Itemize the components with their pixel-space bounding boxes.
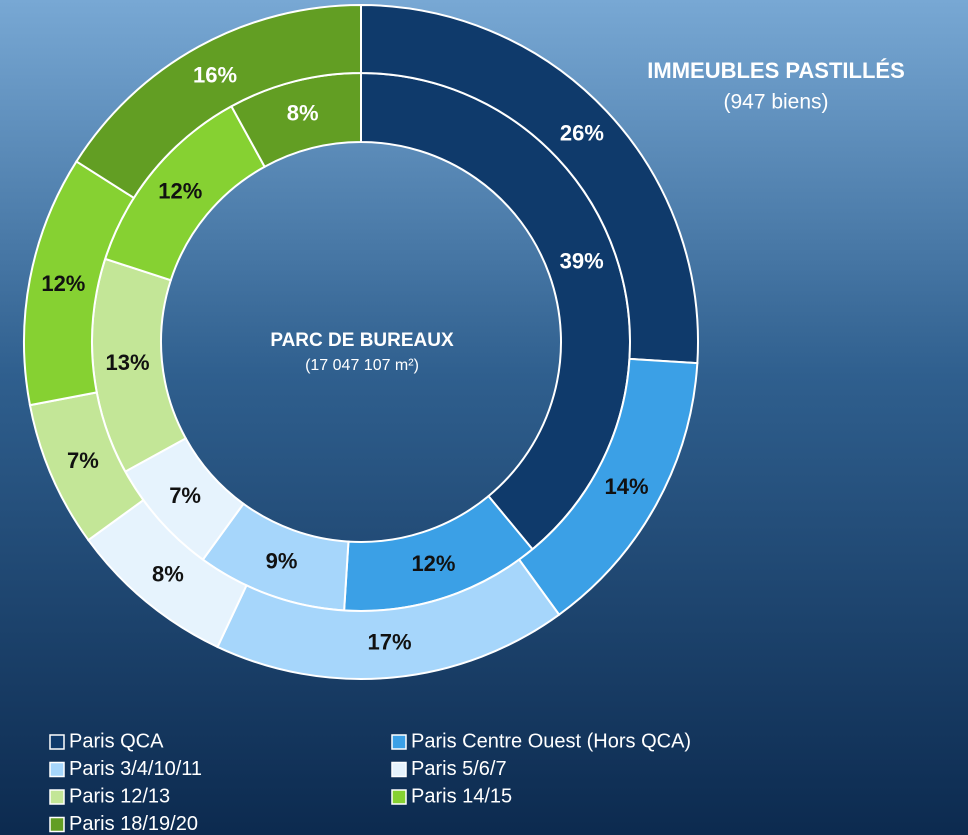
data-label: 7% bbox=[169, 483, 201, 508]
legend-label: Paris 14/15 bbox=[411, 785, 512, 807]
donut-segment bbox=[75, 3, 362, 200]
outer-title: IMMEUBLES PASTILLÉS bbox=[647, 58, 905, 83]
legend-swatch bbox=[391, 761, 407, 778]
inner-title: PARC DE BUREAUX bbox=[270, 330, 454, 351]
legend-swatch bbox=[49, 816, 65, 833]
legend-swatch bbox=[49, 734, 65, 750]
legend-label: Paris 3/4/10/11 bbox=[69, 758, 202, 780]
data-label: 17% bbox=[367, 629, 411, 654]
data-label: 12% bbox=[411, 551, 455, 576]
data-label: 14% bbox=[604, 474, 648, 499]
legend-label: Paris 12/13 bbox=[69, 785, 170, 807]
legend-label: Paris Centre Ouest (Hors QCA) bbox=[411, 730, 691, 752]
legend-swatch bbox=[49, 761, 65, 778]
data-label: 9% bbox=[266, 548, 298, 573]
legend-swatch bbox=[49, 789, 65, 805]
data-label: 8% bbox=[287, 101, 319, 126]
data-label: 8% bbox=[152, 561, 184, 586]
legend-swatch bbox=[391, 789, 407, 805]
legend-label: Paris QCA bbox=[69, 730, 164, 752]
data-label: 12% bbox=[41, 271, 85, 296]
inner-subtitle: (17 047 107 m²) bbox=[305, 357, 419, 374]
data-label: 13% bbox=[106, 350, 150, 375]
data-label: 26% bbox=[560, 120, 604, 145]
data-label: 16% bbox=[193, 62, 237, 87]
legend-label: Paris 18/19/20 bbox=[69, 813, 198, 835]
legend-swatch bbox=[391, 734, 407, 750]
data-label: 12% bbox=[158, 178, 202, 203]
data-label: 7% bbox=[67, 448, 99, 473]
outer-subtitle: (947 biens) bbox=[723, 91, 828, 114]
legend-label: Paris 5/6/7 bbox=[411, 758, 507, 780]
data-label: 39% bbox=[560, 248, 604, 273]
